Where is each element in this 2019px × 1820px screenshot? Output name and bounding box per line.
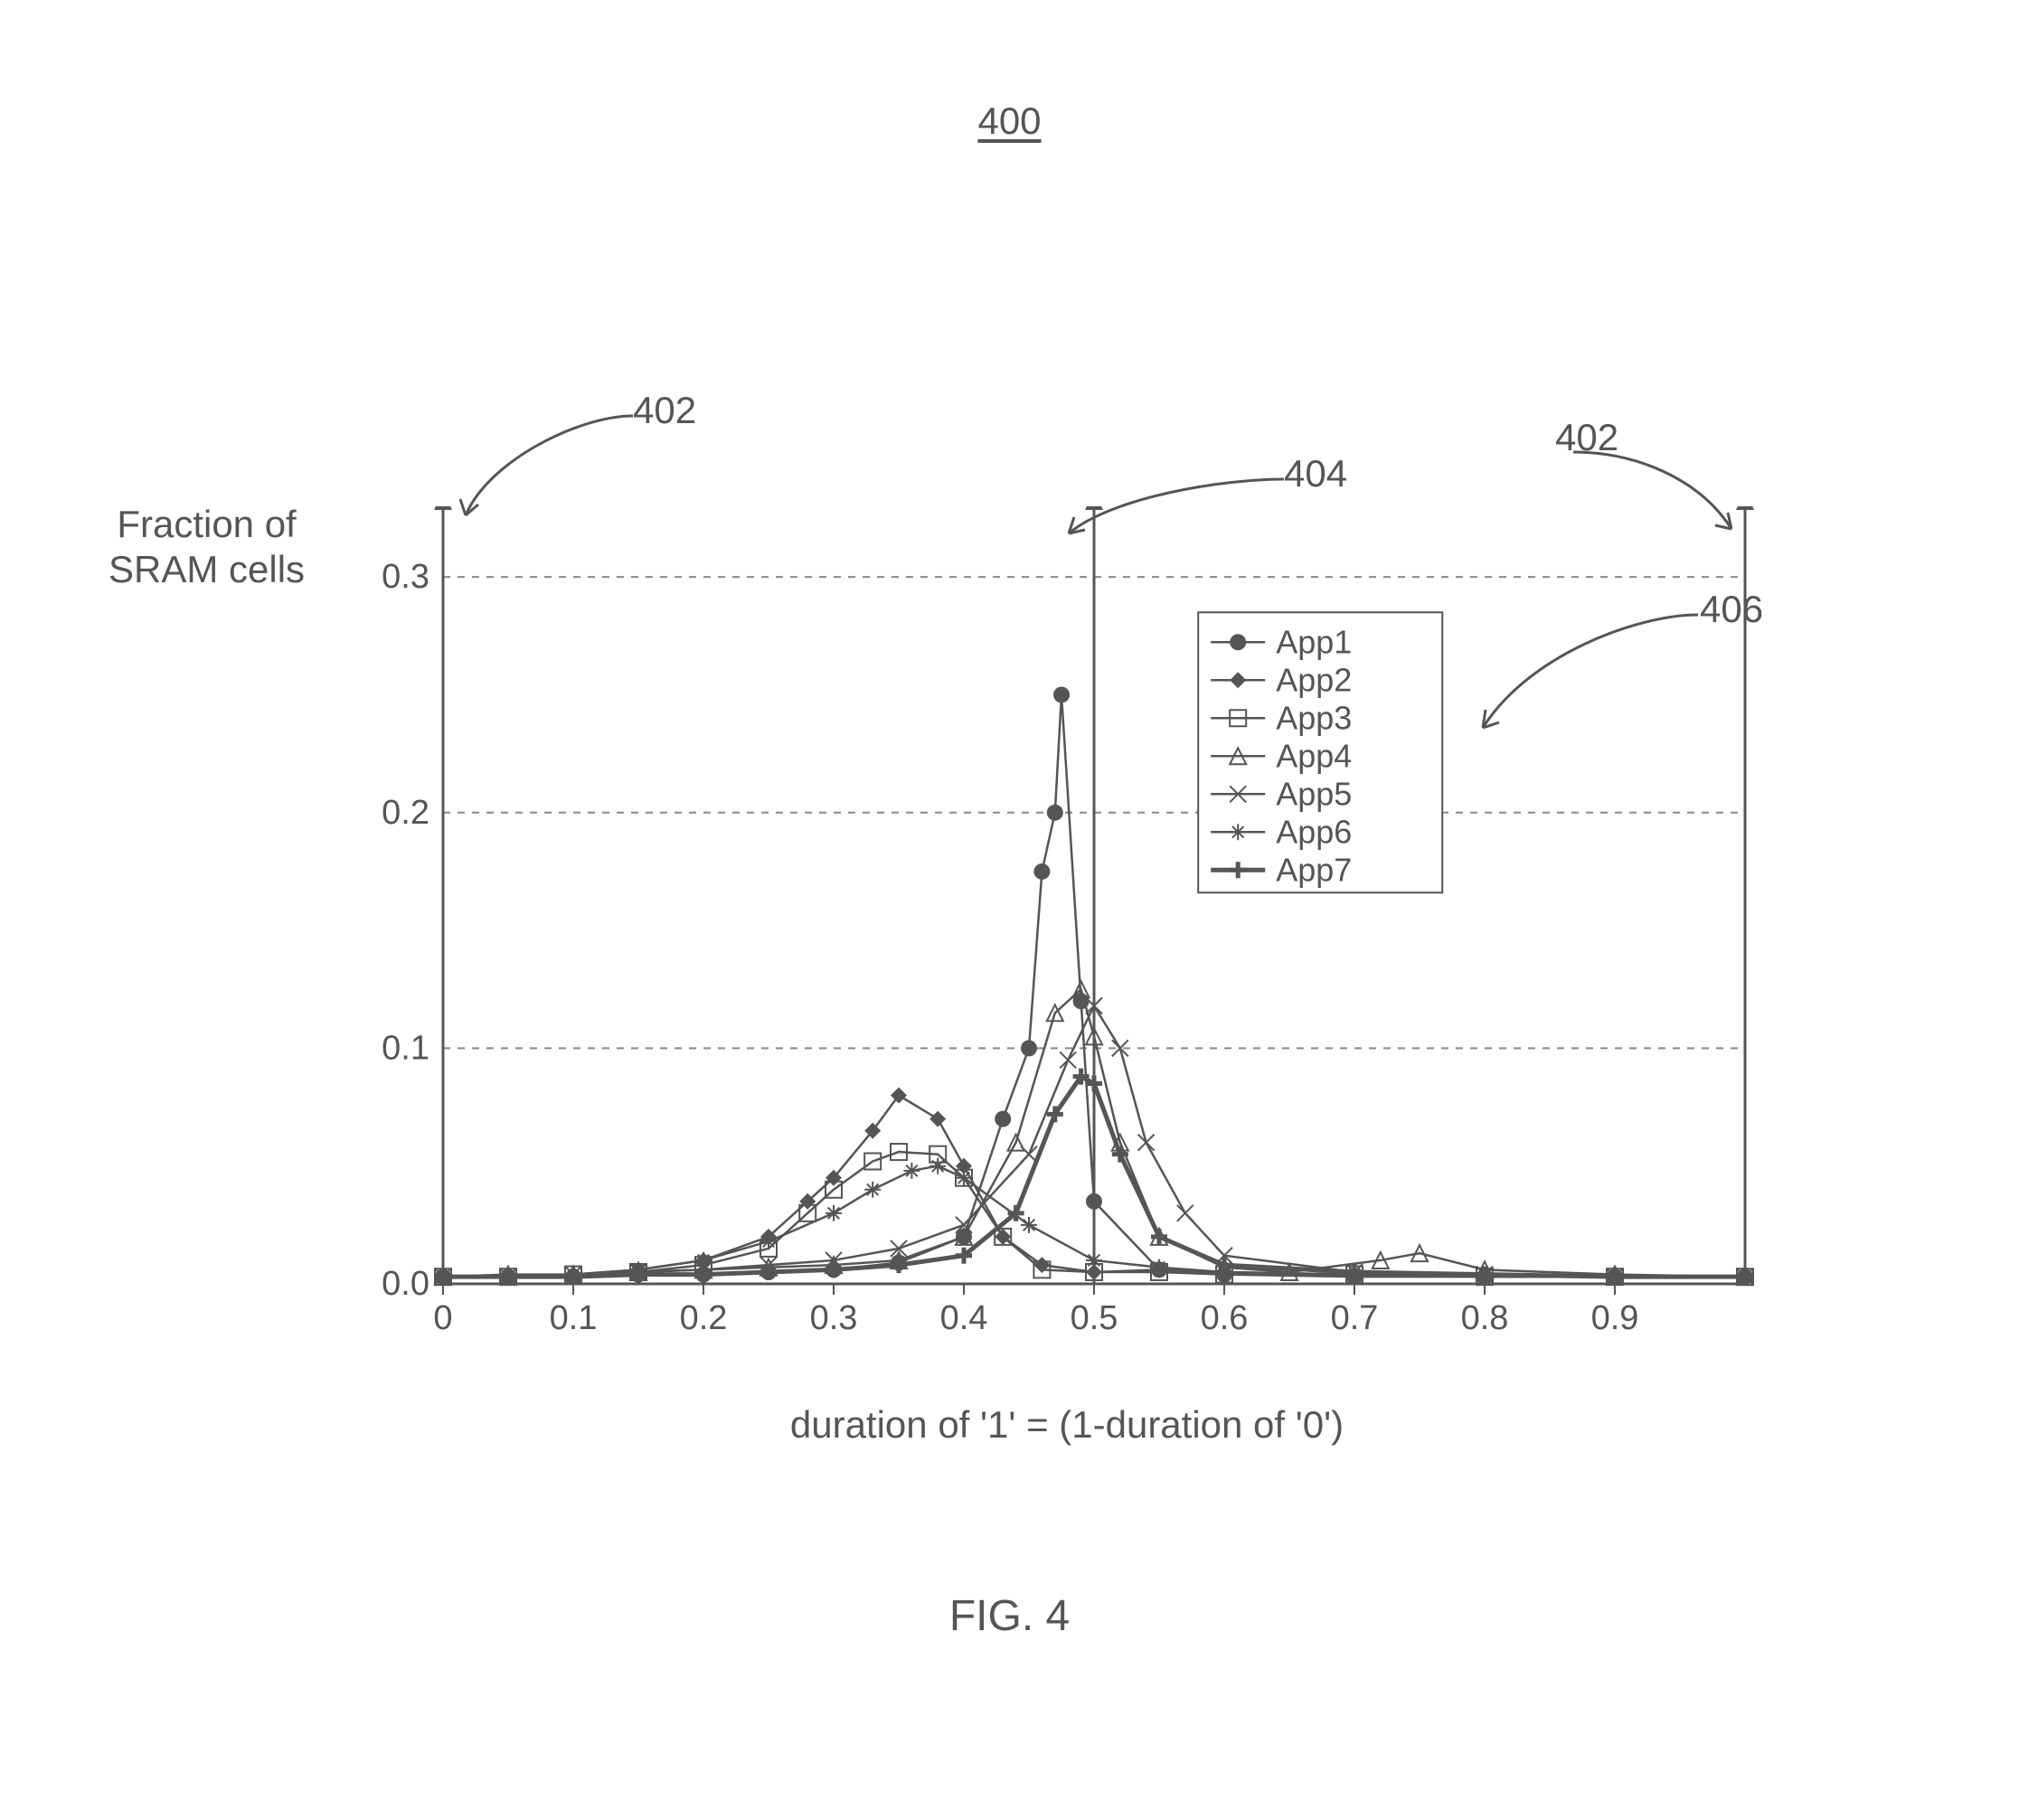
svg-text:0.3: 0.3 — [382, 558, 429, 596]
callout-label: 406 — [1700, 588, 1763, 630]
svg-text:0.8: 0.8 — [1461, 1299, 1509, 1337]
svg-text:0.4: 0.4 — [940, 1299, 988, 1337]
svg-text:0.9: 0.9 — [1591, 1299, 1639, 1337]
svg-text:App2: App2 — [1276, 661, 1352, 698]
svg-text:0.5: 0.5 — [1071, 1299, 1118, 1337]
svg-text:App1: App1 — [1276, 623, 1352, 660]
figure-number: 400 — [977, 99, 1041, 143]
svg-text:0: 0 — [433, 1299, 452, 1337]
svg-text:0.7: 0.7 — [1331, 1299, 1379, 1337]
svg-text:0.0: 0.0 — [382, 1265, 429, 1303]
figure-page: 400 Fraction of SRAM cells 0.0 0.1 0.2 0.3 0… — [0, 0, 2019, 1820]
svg-text:App4: App4 — [1276, 737, 1352, 774]
callout-402-right: 402 — [1555, 416, 1618, 459]
svg-text:App7: App7 — [1276, 851, 1352, 888]
callout-406: 406 — [1700, 588, 1763, 631]
svg-text:0.3: 0.3 — [810, 1299, 858, 1337]
svg-text:0.6: 0.6 — [1201, 1299, 1249, 1337]
figure-caption: FIG. 4 — [949, 1591, 1070, 1641]
svg-text:App6: App6 — [1276, 813, 1352, 850]
svg-text:App3: App3 — [1276, 699, 1352, 736]
svg-text:App5: App5 — [1276, 775, 1352, 812]
callout-label: 404 — [1284, 452, 1347, 495]
svg-text:0.2: 0.2 — [382, 794, 429, 832]
x-axis-label: duration of '1' = (1-duration of '0') — [790, 1403, 1344, 1447]
svg-text:0.1: 0.1 — [382, 1029, 429, 1067]
svg-text:0.1: 0.1 — [550, 1299, 598, 1337]
svg-text:0.2: 0.2 — [680, 1299, 728, 1337]
y-axis-label: Fraction of SRAM cells — [108, 502, 305, 593]
callout-402-left: 402 — [633, 389, 696, 432]
callout-404: 404 — [1284, 452, 1347, 495]
